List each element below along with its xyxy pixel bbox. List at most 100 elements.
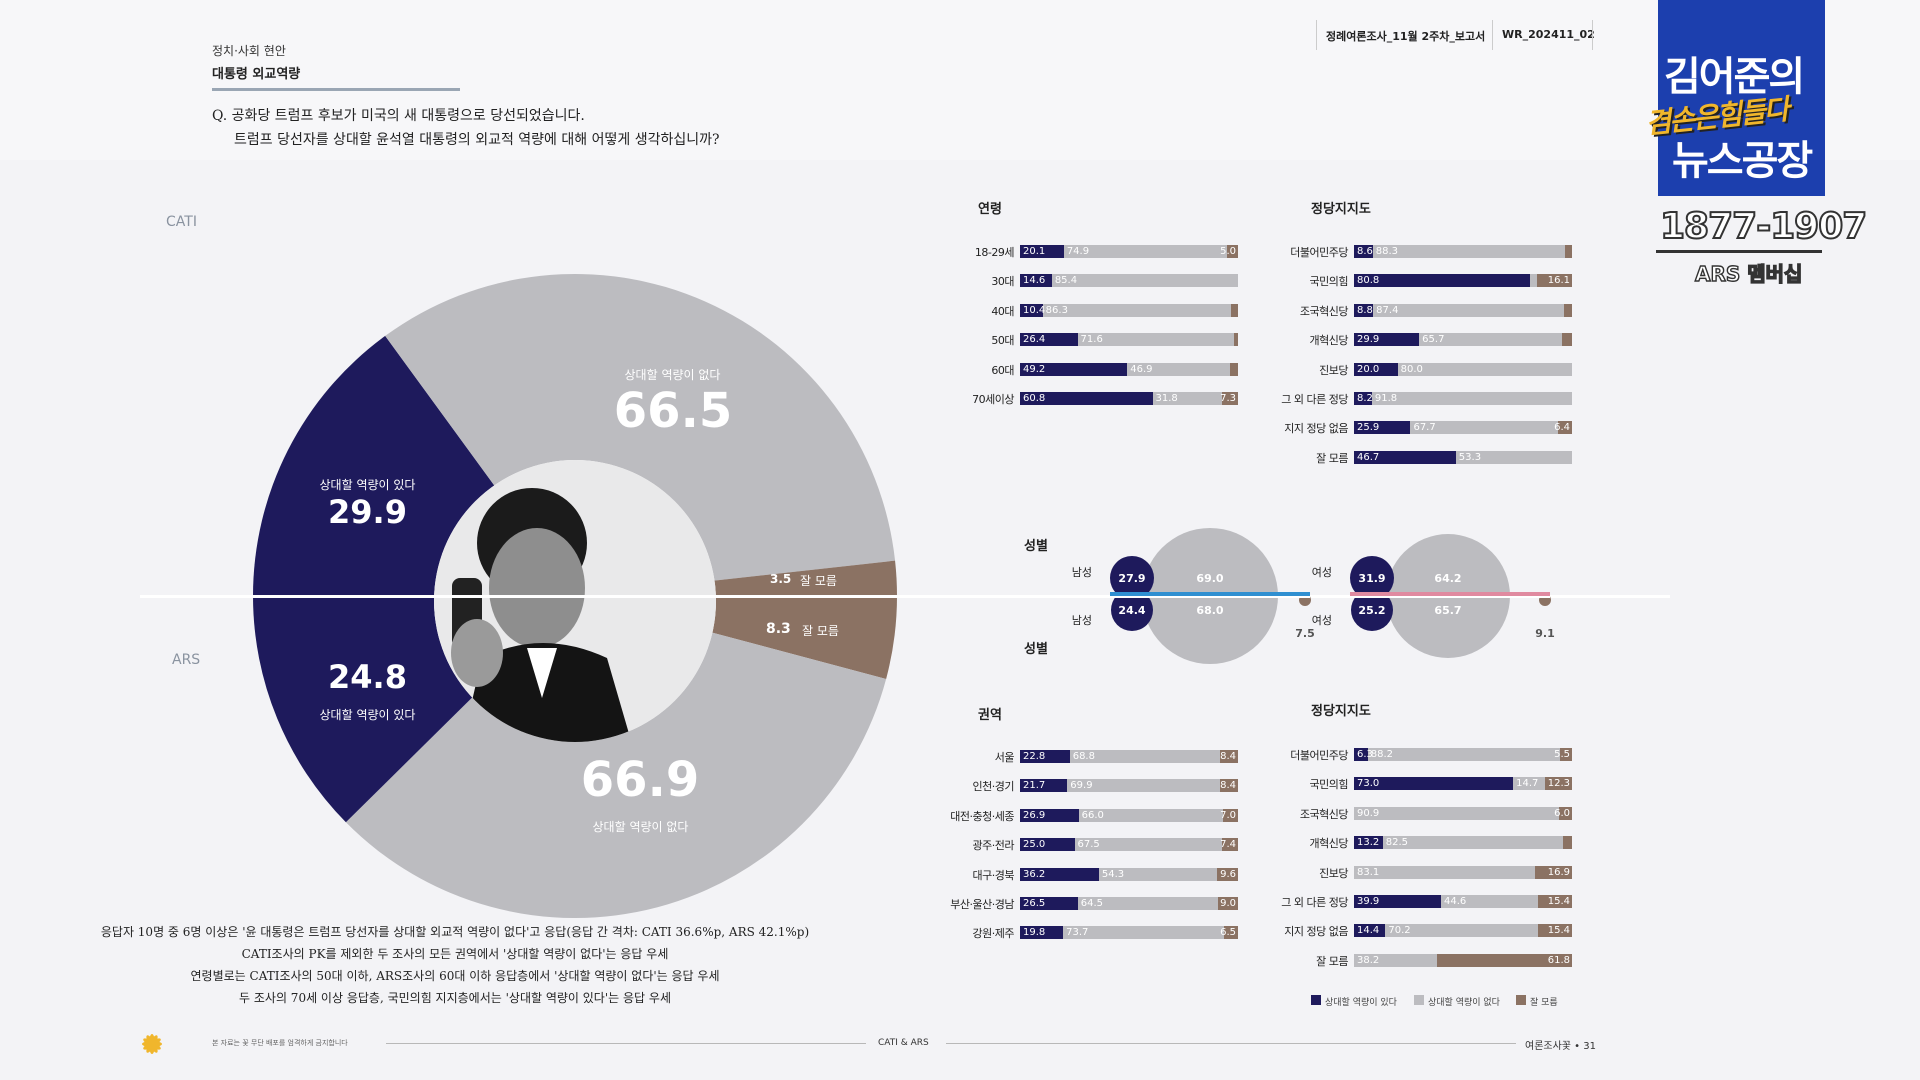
footer-rule-right (946, 1043, 1516, 1044)
channel-logo-line3: 뉴스공장 (1672, 138, 1813, 184)
ars-no-value: 66.9 (580, 752, 700, 808)
bar-track: 49.2 46.9 (1020, 362, 1238, 376)
bar-segment-yes (1020, 303, 1043, 317)
bar-segment-yes (1354, 274, 1531, 288)
bar-segment-dontknow (1538, 924, 1572, 938)
bar-segment-dontknow (1565, 245, 1572, 258)
bar-track: 26.9 66.0 7.0 (1020, 808, 1238, 822)
bar-value-dontknow: 7.4 (1220, 839, 1236, 851)
bar-segment-yes (1354, 748, 1368, 761)
bar-value-yes: 60.8 (1023, 393, 1046, 404)
footer-rule-left (386, 1043, 866, 1044)
bar-segment-dontknow (1229, 362, 1238, 376)
report-id: WR_202411_02 (1502, 28, 1595, 41)
gender-title-cati: 성별 (1024, 539, 1048, 554)
ars-no-label: 상대할 역량이 없다 (592, 820, 689, 834)
bar-segment-dontknow (1562, 333, 1572, 347)
page-title: 대통령 외교역량 (212, 67, 301, 82)
gender-axis-line (1350, 592, 1550, 596)
gender-value-no-cati: 69.0 (1196, 572, 1223, 585)
legend-label-yes: 상대할 역량이 있다 (1325, 998, 1397, 1008)
bar-value-dontknow: 15.4 (1547, 896, 1570, 907)
bar-row-label: 인천·경기 (972, 780, 1015, 794)
bar-segment-yes (1354, 333, 1420, 347)
bar-value-yes: 6.3 (1357, 749, 1373, 760)
bar-segment-dontknow (1563, 303, 1572, 317)
bar-value-no: 71.6 (1080, 334, 1103, 346)
bar-value-dontknow: 5.0 (1220, 246, 1236, 257)
cati-yes-value: 29.9 (328, 493, 407, 531)
bar-track: 38.2 61.8 (1354, 953, 1572, 967)
bar-track: 83.1 16.9 (1354, 865, 1572, 879)
gender-bubble-yes-cati (1350, 556, 1394, 600)
bar-track: 36.2 54.3 9.6 (1020, 867, 1238, 881)
bar-segment-dontknow (1558, 806, 1572, 820)
bar-value-yes: 19.8 (1023, 927, 1046, 939)
bar-value-dontknow: 9.0 (1220, 898, 1236, 909)
bar-row-label: 60대 (991, 363, 1014, 377)
bar-row-label: 진보당 (1319, 363, 1348, 377)
bar-track: 29.9 65.7 (1354, 333, 1572, 347)
bar-chart-title-0: 연령 (978, 202, 1002, 217)
bar-segment-yes (1354, 392, 1372, 405)
bar-value-dontknow: 6.5 (1220, 927, 1236, 939)
bar-segment-yes (1354, 836, 1383, 850)
bar-row-label: 조국혁신당 (1299, 807, 1349, 821)
bar-track: 90.9 6.0 (1354, 806, 1572, 820)
bar-value-no: 54.3 (1101, 868, 1125, 880)
legend-label-dk: 잘 모름 (1530, 998, 1558, 1008)
bar-segment-dontknow (1221, 838, 1238, 852)
summary-line-3: 연령별로는 CATI조사의 50대 이하, ARS조사의 60대 이하 응답층에… (190, 969, 720, 983)
bar-row-label: 강원·제주 (972, 927, 1015, 941)
bar-row-label: 국민의힘 (1309, 778, 1349, 792)
bar-segment-yes (1354, 777, 1514, 791)
bar-segment-yes (1354, 245, 1373, 258)
bar-segment-dontknow (1218, 897, 1238, 910)
bar-value-no: 88.3 (1375, 246, 1398, 257)
bar-row-label: 잘 모름 (1316, 451, 1348, 465)
bar-value-yes: 10.4 (1023, 304, 1046, 316)
bar-value-yes: 46.7 (1357, 451, 1380, 463)
bar-segment-yes (1354, 895, 1441, 908)
summary-line-2: CATI조사의 PK를 제외한 두 조사의 모든 권역에서 '상대할 역량이 없… (241, 947, 669, 961)
bar-value-no: 74.9 (1066, 246, 1090, 257)
bar-track: 80.8 16.1 (1354, 274, 1572, 288)
bar-value-dontknow: 6.0 (1554, 807, 1570, 819)
ars-slice-1 (345, 596, 887, 919)
bar-chart-title-2: 권역 (978, 708, 1002, 723)
bar-value-no: 64.5 (1080, 898, 1104, 909)
gender-axis-line (1110, 596, 1310, 598)
bar-track: 8.6 88.3 (1354, 245, 1572, 258)
bar-row-label: 개혁신당 (1309, 334, 1349, 348)
bar-segment-yes (1020, 838, 1075, 852)
bar-value-yes: 29.9 (1357, 334, 1380, 346)
bar-value-yes: 8.2 (1357, 393, 1373, 404)
ars-method-label: ARS (172, 652, 201, 668)
bar-value-dontknow: 8.4 (1220, 751, 1236, 762)
category-label: 정치·사회 현안 (212, 44, 286, 58)
cati-dontknow-label: 잘 모름 (800, 574, 837, 588)
legend-label-no: 상대할 역량이 없다 (1428, 998, 1500, 1008)
cati-no-value: 66.5 (613, 383, 733, 439)
ars-dontknow-value: 8.3 (766, 621, 791, 637)
bar-row-label: 70세이상 (972, 393, 1014, 406)
bar-value-no: 65.7 (1422, 334, 1445, 346)
bar-value-dontknow: 61.8 (1547, 954, 1570, 966)
bar-value-dontknow: 8.4 (1220, 780, 1236, 792)
bar-value-yes: 8.8 (1357, 304, 1373, 316)
bar-track: 8.2 91.8 (1354, 392, 1572, 405)
bar-value-no: 68.8 (1072, 751, 1095, 762)
bar-chart-title-1: 정당지지도 (1311, 202, 1371, 217)
footer-center-label: CATI & ARS (878, 1038, 929, 1048)
bar-track: 25.9 67.7 6.4 (1354, 421, 1572, 435)
phone-underline (1656, 250, 1822, 253)
bar-value-no: 44.6 (1443, 896, 1467, 907)
bar-value-yes: 39.9 (1357, 896, 1380, 907)
bar-value-no: 38.2 (1357, 954, 1380, 966)
bar-segment-dontknow (1219, 750, 1238, 763)
bar-track: 14.4 70.2 15.4 (1354, 924, 1572, 938)
title-underline (212, 88, 460, 91)
gender-label-cati: 여성 (1312, 566, 1332, 579)
bar-track: 73.0 14.7 12.3 (1354, 777, 1572, 791)
bar-row-label: 그 외 다른 정당 (1281, 896, 1348, 909)
